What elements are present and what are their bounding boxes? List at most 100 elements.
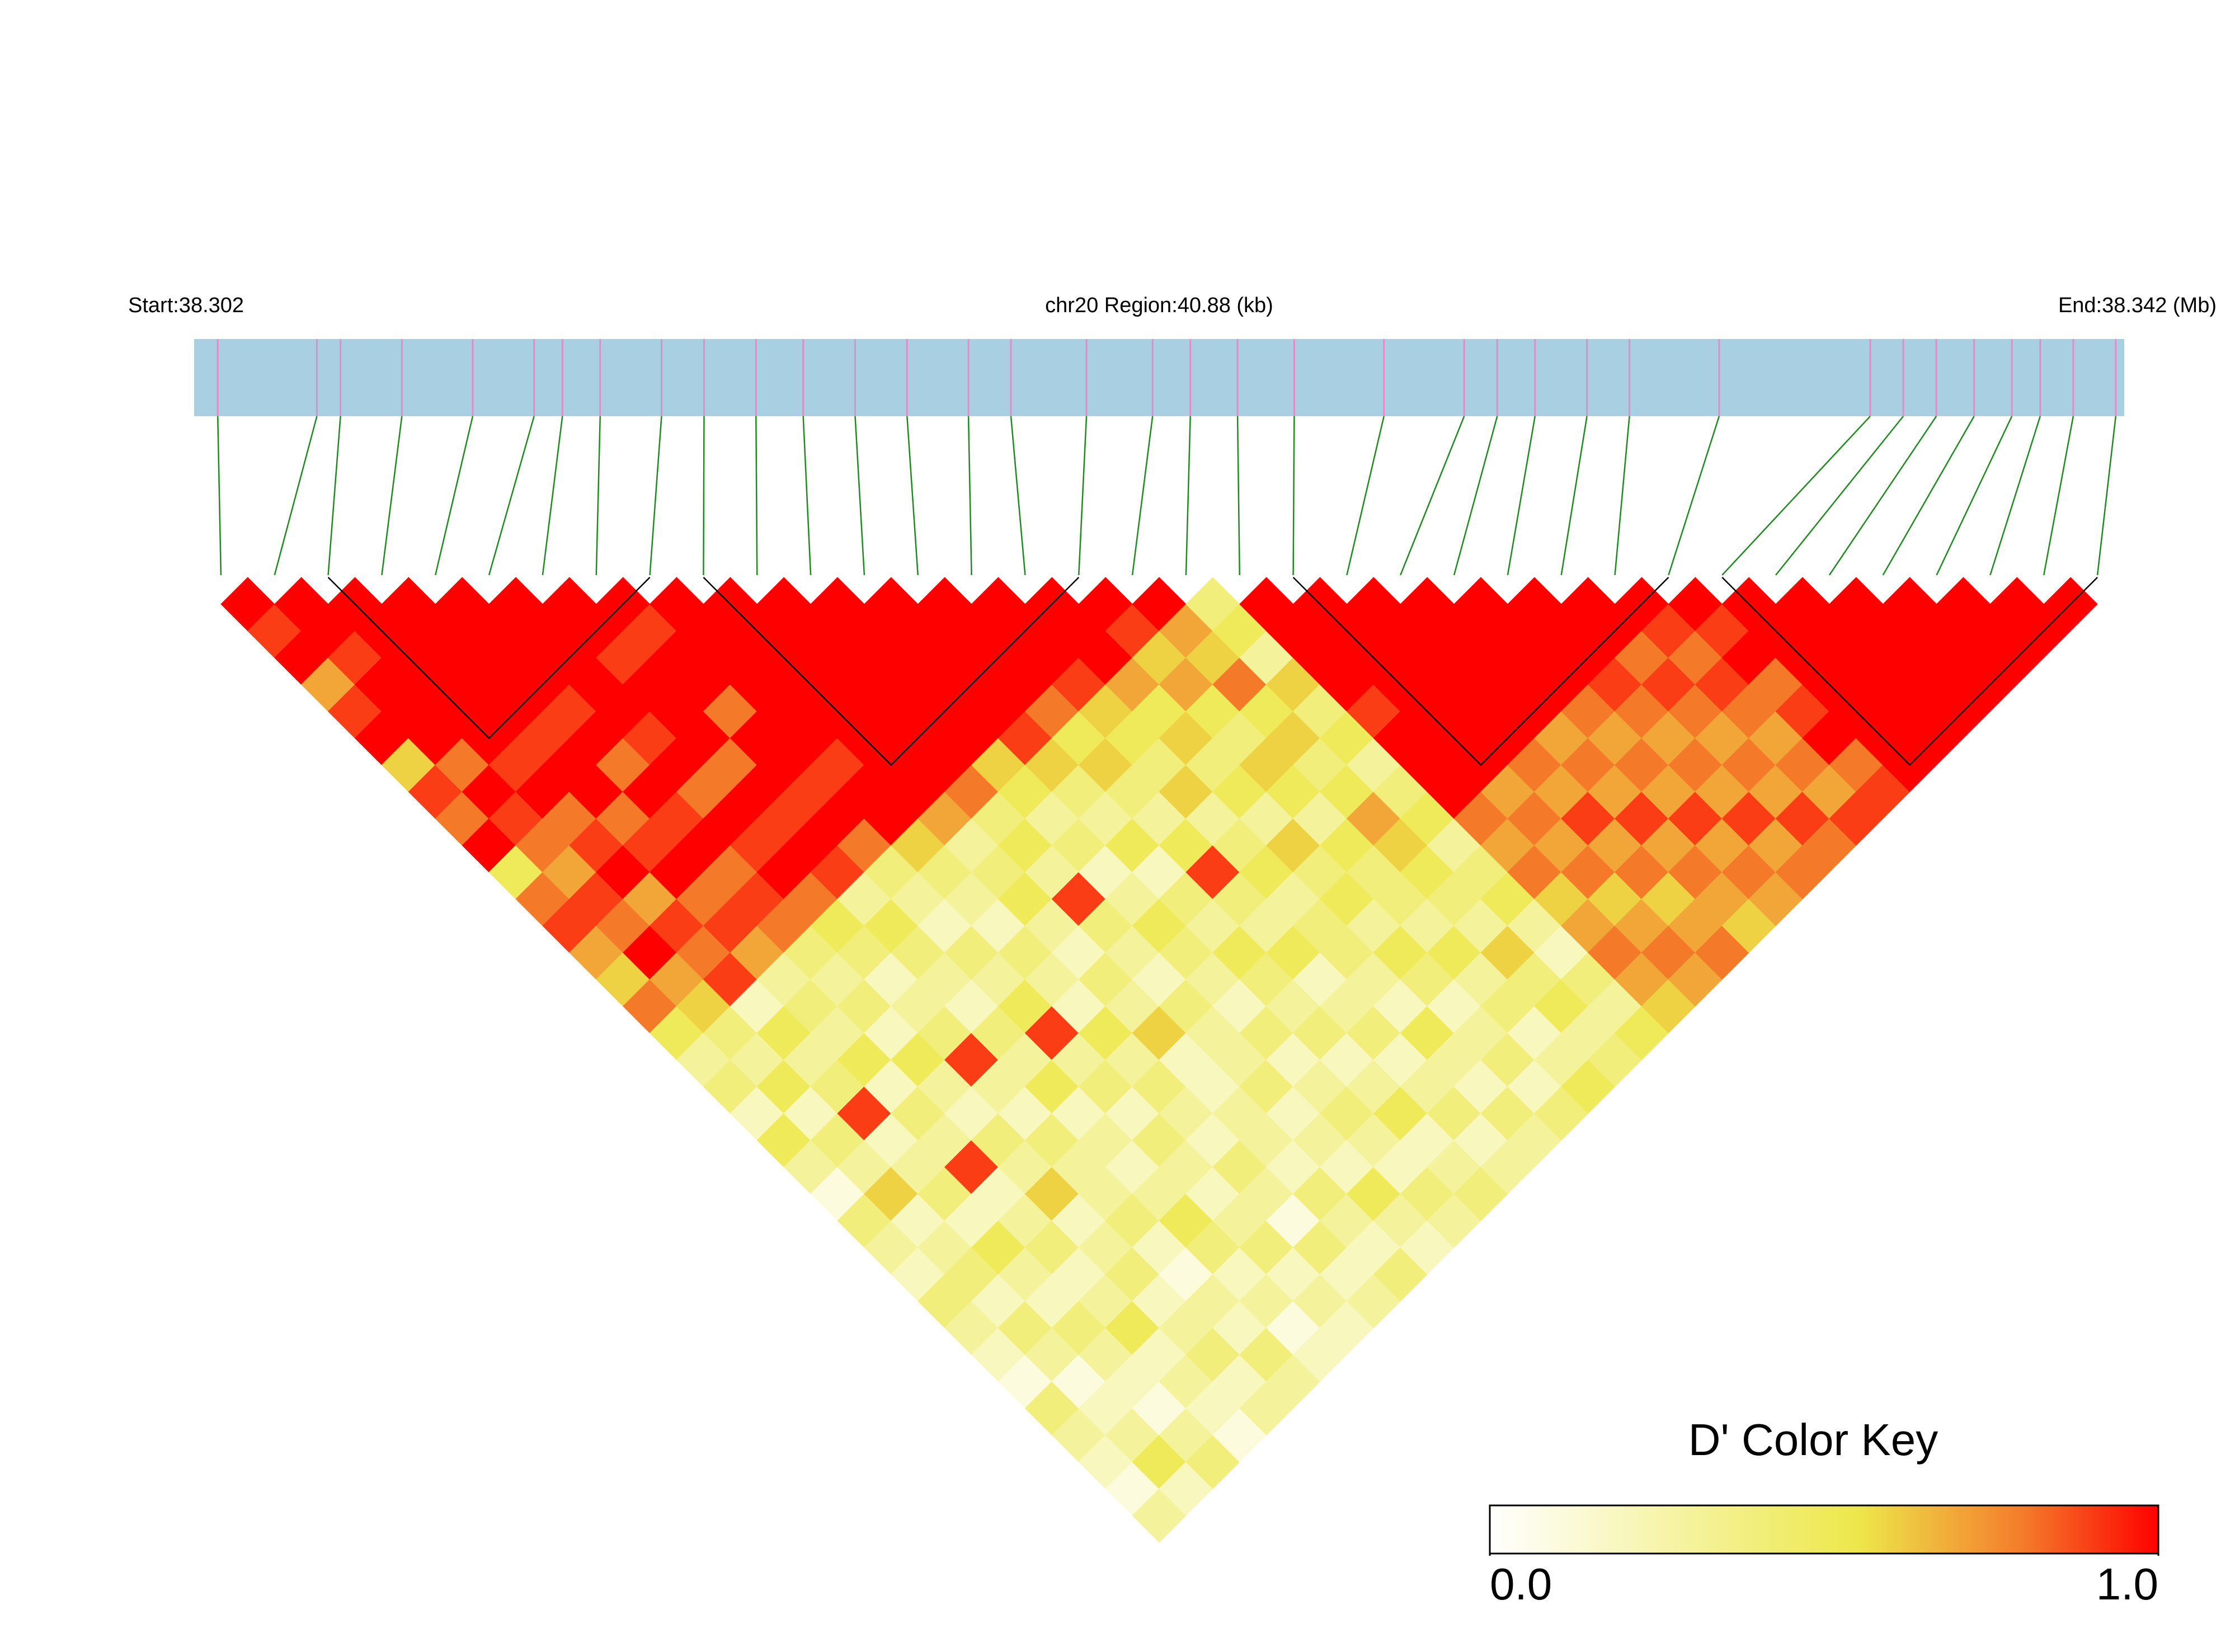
ld-cell (837, 604, 892, 658)
ld-cell (1427, 1193, 1481, 1248)
ld-cell (1266, 710, 1321, 766)
ld-cell (1427, 1032, 1481, 1088)
ld-cell (1534, 1086, 1589, 1141)
ld-cell (1507, 577, 1562, 632)
ld-cell (569, 925, 624, 980)
ld-cell (1427, 872, 1481, 926)
ld-cell (676, 764, 731, 819)
ld-cell (1105, 818, 1160, 873)
ld-cell (1105, 1301, 1160, 1356)
ld-cell (1078, 1220, 1133, 1275)
ld-cell (756, 577, 811, 632)
ld-cell (462, 764, 516, 819)
ld-cell (837, 925, 892, 980)
ld-cell (381, 737, 436, 792)
snp-connector (1560, 416, 1588, 576)
ld-cell (435, 737, 490, 792)
ld-cell (1507, 791, 1562, 846)
snp-connector (1936, 416, 2013, 576)
ld-cell (1105, 1408, 1160, 1462)
position-bar (194, 339, 2124, 416)
ld-cell (1346, 684, 1401, 739)
ld-cell (381, 684, 436, 739)
ld-cell (1507, 1113, 1562, 1168)
ld-cell (917, 577, 972, 632)
ld-cell (542, 845, 597, 900)
key-tick-label: 0.0 (1490, 1559, 1552, 1609)
ld-cell (1748, 872, 1803, 926)
ld-cell (1185, 737, 1240, 792)
haplotype-block (1292, 577, 1669, 766)
ld-cell (1507, 898, 1562, 953)
ld-cell (1266, 818, 1321, 873)
ld-cell (1427, 818, 1481, 873)
ld-cell (1239, 577, 1294, 632)
ld-cell (1078, 684, 1133, 739)
ld-cell (997, 1193, 1052, 1248)
ld-cell (1105, 764, 1160, 819)
ld-cell (1936, 577, 1991, 632)
ld-cell (997, 1247, 1052, 1302)
ld-cell (1346, 845, 1401, 900)
ld-cell (1588, 764, 1643, 819)
snp-connector (802, 416, 812, 576)
ld-cell (837, 657, 892, 712)
ld-cell (1078, 1381, 1133, 1436)
ld-cell (1346, 1274, 1401, 1329)
ld-cell (864, 577, 919, 632)
ld-cell (1400, 1220, 1455, 1275)
ld-cell (1507, 952, 1562, 1007)
ld-cell (1078, 737, 1133, 792)
snp-connector (1131, 416, 1154, 576)
snp-connector (1828, 416, 1937, 576)
ld-cell (1507, 1059, 1562, 1114)
ld-cell (1105, 1086, 1160, 1141)
ld-cell (1775, 845, 1830, 900)
ld-cell (837, 818, 892, 873)
ld-cell (1588, 1032, 1643, 1088)
ld-cell (1427, 1086, 1481, 1141)
ld-cell (515, 764, 570, 819)
ld-cell (542, 898, 597, 953)
snp-connector (854, 416, 865, 576)
ld-cell (1668, 737, 1723, 792)
ld-cell (1105, 1354, 1160, 1409)
ld-cell (596, 898, 651, 953)
ld-cell (1266, 1140, 1321, 1194)
ld-cell (274, 577, 329, 632)
snp-connector (755, 416, 758, 576)
ld-cell (301, 657, 356, 712)
ld-cell (917, 1113, 972, 1168)
ld-cell (1883, 577, 1937, 632)
ld-cell (917, 1220, 972, 1275)
ld-cell (756, 684, 811, 739)
ld-cell (1185, 1113, 1240, 1168)
ld-cell (917, 898, 972, 953)
ld-cell (1078, 898, 1133, 953)
ld-cell (1588, 818, 1643, 873)
ld-cell (1105, 657, 1160, 712)
ld-cell (1078, 1113, 1133, 1168)
color-key (1489, 1504, 2159, 1555)
ld-cell (1829, 577, 1884, 632)
ld-cell (1668, 791, 1723, 846)
ld-cell (1105, 925, 1160, 980)
ld-cell (1427, 604, 1481, 658)
ld-cell (917, 737, 972, 792)
snp-connector (1507, 416, 1536, 576)
ld-cells (220, 577, 2098, 1543)
snp-connector (906, 416, 919, 576)
snp-connector (217, 416, 222, 576)
ld-cell (997, 979, 1052, 1034)
ld-cell (1695, 925, 1749, 980)
snp-connector (649, 416, 662, 576)
ld-cell (1909, 657, 1964, 712)
ld-cell (220, 577, 275, 632)
ld-cell (997, 657, 1052, 712)
ld-cell (1266, 657, 1321, 712)
ld-cell (917, 1166, 972, 1221)
ld-cell (1346, 1059, 1401, 1114)
ld-cell (1614, 1006, 1669, 1061)
ld-cell (917, 845, 972, 900)
